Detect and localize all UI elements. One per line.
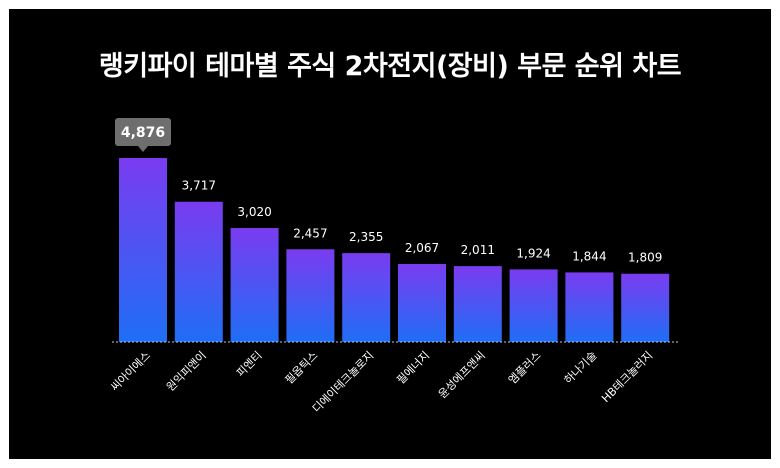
value-label-8: 1,924 xyxy=(516,246,550,260)
value-label-5: 2,355 xyxy=(349,230,383,244)
bar-4 xyxy=(286,249,335,342)
value-label-1: 4,876 xyxy=(121,125,165,141)
category-label-9: 하나기술 xyxy=(561,348,600,387)
bar-2 xyxy=(174,201,223,342)
value-label-3: 3,020 xyxy=(237,205,271,219)
value-label-9: 1,844 xyxy=(572,249,606,263)
category-label-2: 원익피앤이 xyxy=(164,349,209,394)
value-label-7: 2,011 xyxy=(461,243,495,257)
value-label-6: 2,067 xyxy=(405,241,439,255)
value-label-4: 2,457 xyxy=(293,226,327,240)
chart-title: 랭키파이 테마별 주식 2차전지(장비) 부문 순위 차트 xyxy=(98,51,682,82)
bar-7 xyxy=(453,266,502,342)
bar-6 xyxy=(398,264,446,342)
bar-9 xyxy=(565,272,614,342)
category-label-7: 윤성에프앤씨 xyxy=(436,349,488,401)
category-label-3: 피엔티 xyxy=(234,349,265,380)
bar-8 xyxy=(509,269,558,342)
bar-3 xyxy=(230,228,279,342)
category-label-1: 씨아이에스 xyxy=(108,349,153,394)
value-labels-group: 4,876 3,717 3,020 2,457 2,355 2,067 2,011 1,924… xyxy=(115,118,662,265)
category-label-5: 디에이테크놀로지 xyxy=(310,349,376,415)
bars-group xyxy=(119,158,670,342)
value-label-10: 1,809 xyxy=(628,251,662,265)
bar-10 xyxy=(621,273,670,342)
value-label-2: 3,717 xyxy=(182,179,216,193)
category-label-8: 엠플러스 xyxy=(506,349,544,387)
bar-5 xyxy=(342,253,391,342)
category-label-4: 필옵틱스 xyxy=(283,349,321,387)
highlight-label-box xyxy=(115,118,171,146)
category-label-10: HB테크놀러지 xyxy=(599,349,655,405)
bar-1 xyxy=(119,158,167,342)
highlight-label-pointer xyxy=(138,146,148,152)
category-label-6: 필에너지 xyxy=(394,349,432,387)
